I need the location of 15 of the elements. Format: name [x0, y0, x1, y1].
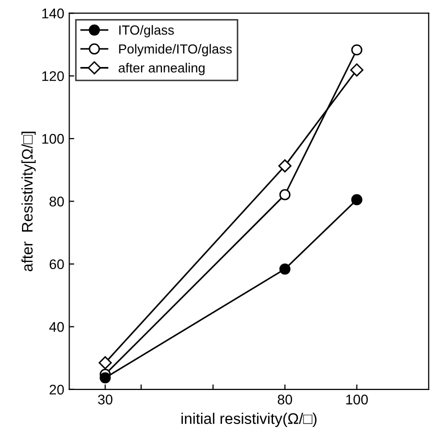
- y-tick-label: 60: [50, 259, 64, 270]
- x-tick-label: 80: [278, 394, 292, 404]
- x-axis-title: initial resistivity(Ω/□): [182, 412, 316, 428]
- y-tick-label: 140: [42, 8, 64, 18]
- x-tick-label: 100: [346, 394, 368, 404]
- y-tick-label: 120: [42, 71, 64, 82]
- legend-label: ITO/glass: [119, 25, 174, 38]
- legend-label: after annealing: [118, 62, 205, 76]
- x-tick-label: 30: [98, 394, 112, 404]
- legend-label: Polymide/ITO/glass: [119, 44, 232, 56]
- y-tick-label: 20: [50, 384, 64, 395]
- y-tick-label: 40: [49, 322, 64, 332]
- y-tick-label: 100: [42, 134, 64, 144]
- y-axis-title: after Resistivity[Ω/□]: [21, 132, 36, 272]
- y-tick-label: 80: [50, 196, 64, 206]
